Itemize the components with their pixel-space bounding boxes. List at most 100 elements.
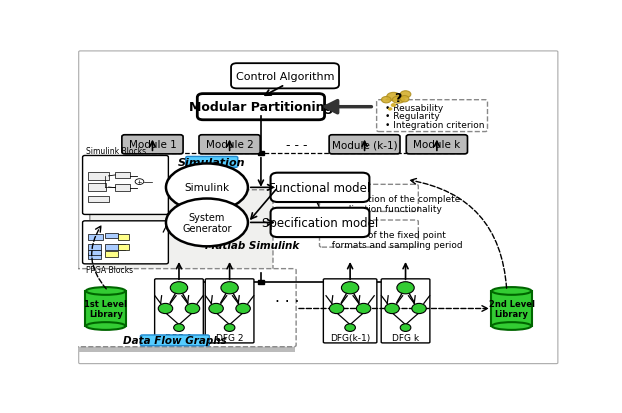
- FancyBboxPatch shape: [0, 269, 296, 347]
- Text: • Verification of the complete
  application functionality: • Verification of the complete applicati…: [326, 195, 460, 214]
- FancyBboxPatch shape: [104, 233, 118, 239]
- Ellipse shape: [397, 282, 414, 294]
- Ellipse shape: [330, 304, 344, 314]
- Text: Matlab Simulink: Matlab Simulink: [205, 241, 300, 251]
- Text: Simulation: Simulation: [178, 157, 246, 167]
- Ellipse shape: [166, 164, 248, 212]
- FancyBboxPatch shape: [115, 172, 130, 179]
- FancyBboxPatch shape: [83, 221, 169, 264]
- FancyBboxPatch shape: [141, 335, 210, 346]
- Ellipse shape: [381, 97, 391, 104]
- Ellipse shape: [385, 304, 399, 314]
- FancyBboxPatch shape: [104, 252, 118, 257]
- FancyBboxPatch shape: [88, 251, 101, 255]
- Circle shape: [388, 108, 392, 111]
- Bar: [258, 280, 264, 285]
- FancyBboxPatch shape: [329, 135, 400, 154]
- Circle shape: [135, 179, 144, 185]
- FancyBboxPatch shape: [491, 291, 532, 327]
- FancyBboxPatch shape: [0, 343, 295, 352]
- FancyBboxPatch shape: [199, 135, 260, 154]
- FancyBboxPatch shape: [377, 100, 488, 132]
- Text: • Regularity: • Regularity: [385, 112, 440, 121]
- Ellipse shape: [400, 92, 411, 99]
- Text: 1st Level
Library: 1st Level Library: [84, 299, 128, 318]
- Ellipse shape: [492, 323, 531, 330]
- FancyBboxPatch shape: [231, 64, 339, 89]
- FancyBboxPatch shape: [90, 190, 273, 275]
- FancyBboxPatch shape: [88, 254, 101, 260]
- Text: FPGA Blocks: FPGA Blocks: [86, 265, 133, 274]
- FancyBboxPatch shape: [88, 245, 101, 250]
- Text: DFG(k-1): DFG(k-1): [330, 333, 370, 342]
- Text: Module 2: Module 2: [206, 140, 254, 150]
- Text: Module k: Module k: [413, 140, 460, 150]
- Ellipse shape: [185, 304, 200, 314]
- Text: Control Algorithm: Control Algorithm: [236, 71, 334, 82]
- FancyBboxPatch shape: [88, 234, 103, 241]
- Text: ?: ?: [394, 91, 402, 104]
- FancyBboxPatch shape: [320, 185, 419, 212]
- Text: Module (k-1): Module (k-1): [332, 140, 397, 150]
- FancyBboxPatch shape: [186, 157, 238, 168]
- Text: • Integration criterion: • Integration criterion: [385, 121, 485, 130]
- Text: Modular Partitioning: Modular Partitioning: [188, 101, 333, 114]
- FancyBboxPatch shape: [122, 135, 183, 154]
- FancyBboxPatch shape: [85, 291, 126, 327]
- FancyBboxPatch shape: [320, 221, 419, 247]
- FancyBboxPatch shape: [88, 184, 106, 191]
- FancyBboxPatch shape: [118, 245, 129, 250]
- Text: Module 1: Module 1: [129, 140, 177, 150]
- FancyBboxPatch shape: [118, 234, 129, 241]
- Ellipse shape: [86, 323, 126, 330]
- FancyBboxPatch shape: [406, 135, 468, 154]
- Ellipse shape: [236, 304, 250, 314]
- Ellipse shape: [412, 304, 426, 314]
- FancyBboxPatch shape: [271, 173, 369, 202]
- Text: DFG k: DFG k: [392, 333, 419, 342]
- Text: · · ·: · · ·: [276, 294, 300, 309]
- FancyBboxPatch shape: [197, 95, 325, 121]
- FancyBboxPatch shape: [104, 245, 125, 250]
- Ellipse shape: [86, 287, 126, 295]
- FancyBboxPatch shape: [115, 185, 130, 191]
- Text: DFG 1: DFG 1: [165, 333, 193, 342]
- Text: Data Flow Graphs: Data Flow Graphs: [123, 335, 227, 346]
- Text: • Choice of the fixed point
  formats and sampling period: • Choice of the fixed point formats and …: [326, 230, 462, 249]
- Text: Simulink: Simulink: [184, 183, 230, 193]
- Ellipse shape: [174, 324, 184, 332]
- Ellipse shape: [158, 304, 173, 314]
- FancyBboxPatch shape: [83, 156, 169, 215]
- Ellipse shape: [400, 96, 409, 103]
- Ellipse shape: [221, 282, 238, 294]
- Ellipse shape: [387, 93, 400, 102]
- Ellipse shape: [356, 304, 371, 314]
- FancyBboxPatch shape: [79, 52, 558, 364]
- Text: Simulink Blocks: Simulink Blocks: [86, 147, 146, 156]
- FancyBboxPatch shape: [381, 279, 430, 343]
- FancyBboxPatch shape: [155, 279, 203, 343]
- Ellipse shape: [166, 199, 248, 247]
- Text: Specification model: Specification model: [262, 216, 378, 229]
- Text: 2nd Level
Library: 2nd Level Library: [489, 299, 534, 318]
- Bar: [258, 152, 264, 156]
- FancyBboxPatch shape: [271, 208, 369, 237]
- Ellipse shape: [341, 282, 359, 294]
- Ellipse shape: [170, 282, 188, 294]
- FancyBboxPatch shape: [88, 196, 109, 202]
- FancyBboxPatch shape: [88, 173, 109, 180]
- Ellipse shape: [492, 287, 531, 295]
- Text: Functional model: Functional model: [269, 181, 371, 195]
- Text: System
Generator: System Generator: [182, 212, 231, 234]
- Text: DFG 2: DFG 2: [216, 333, 243, 342]
- Text: - - -: - - -: [286, 138, 308, 152]
- FancyBboxPatch shape: [323, 279, 377, 343]
- Ellipse shape: [392, 97, 404, 104]
- Ellipse shape: [209, 304, 223, 314]
- Circle shape: [391, 104, 396, 107]
- Ellipse shape: [225, 324, 235, 332]
- FancyBboxPatch shape: [205, 279, 254, 343]
- Ellipse shape: [345, 324, 355, 332]
- Ellipse shape: [400, 324, 411, 332]
- Text: • Reusability: • Reusability: [385, 103, 443, 112]
